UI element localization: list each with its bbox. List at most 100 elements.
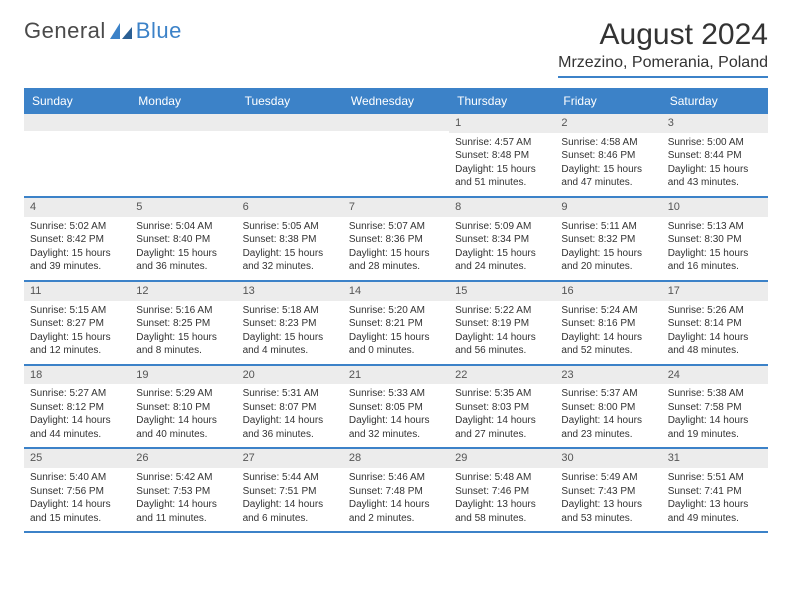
sunrise-text: Sunrise: 5:49 AM [561,471,655,485]
sunset-text: Sunset: 8:38 PM [243,233,337,247]
sunset-text: Sunset: 8:19 PM [455,317,549,331]
day-number: 1 [449,114,555,133]
sunrise-text: Sunrise: 5:15 AM [30,304,124,318]
sunrise-text: Sunrise: 4:58 AM [561,136,655,150]
title-block: August 2024 Mrzezino, Pomerania, Poland [558,18,768,78]
sunrise-text: Sunrise: 5:29 AM [136,387,230,401]
day-details: Sunrise: 5:04 AMSunset: 8:40 PMDaylight:… [130,217,236,280]
calendar-page: General Blue August 2024 Mrzezino, Pomer… [0,0,792,551]
calendar-cell: 30Sunrise: 5:49 AMSunset: 7:43 PMDayligh… [555,449,661,531]
daylight-text: Daylight: 15 hours and 39 minutes. [30,247,124,274]
sunrise-text: Sunrise: 4:57 AM [455,136,549,150]
day-number: 22 [449,366,555,385]
calendar-cell: 16Sunrise: 5:24 AMSunset: 8:16 PMDayligh… [555,282,661,364]
daylight-text: Daylight: 15 hours and 28 minutes. [349,247,443,274]
calendar-cell: 29Sunrise: 5:48 AMSunset: 7:46 PMDayligh… [449,449,555,531]
sunrise-text: Sunrise: 5:37 AM [561,387,655,401]
day-details: Sunrise: 5:20 AMSunset: 8:21 PMDaylight:… [343,301,449,364]
day-details: Sunrise: 5:22 AMSunset: 8:19 PMDaylight:… [449,301,555,364]
header: General Blue August 2024 Mrzezino, Pomer… [24,18,768,78]
calendar-cell: 27Sunrise: 5:44 AMSunset: 7:51 PMDayligh… [237,449,343,531]
sunset-text: Sunset: 8:34 PM [455,233,549,247]
day-details: Sunrise: 5:42 AMSunset: 7:53 PMDaylight:… [130,468,236,531]
sail-icon [108,21,136,41]
day-number: 25 [24,449,130,468]
sunset-text: Sunset: 8:16 PM [561,317,655,331]
day-details: Sunrise: 5:51 AMSunset: 7:41 PMDaylight:… [662,468,768,531]
day-number: 4 [24,198,130,217]
day-number: 21 [343,366,449,385]
sunset-text: Sunset: 7:41 PM [668,485,762,499]
day-details: Sunrise: 5:33 AMSunset: 8:05 PMDaylight:… [343,384,449,447]
calendar-cell [130,114,236,196]
day-number: 5 [130,198,236,217]
sunrise-text: Sunrise: 5:51 AM [668,471,762,485]
day-details: Sunrise: 5:40 AMSunset: 7:56 PMDaylight:… [24,468,130,531]
day-details: Sunrise: 5:48 AMSunset: 7:46 PMDaylight:… [449,468,555,531]
calendar-cell: 11Sunrise: 5:15 AMSunset: 8:27 PMDayligh… [24,282,130,364]
day-details: Sunrise: 5:37 AMSunset: 8:00 PMDaylight:… [555,384,661,447]
calendar-cell: 1Sunrise: 4:57 AMSunset: 8:48 PMDaylight… [449,114,555,196]
calendar-cell: 22Sunrise: 5:35 AMSunset: 8:03 PMDayligh… [449,366,555,448]
day-number: 31 [662,449,768,468]
sunrise-text: Sunrise: 5:40 AM [30,471,124,485]
calendar-cell: 18Sunrise: 5:27 AMSunset: 8:12 PMDayligh… [24,366,130,448]
day-details: Sunrise: 4:57 AMSunset: 8:48 PMDaylight:… [449,133,555,196]
sunset-text: Sunset: 8:12 PM [30,401,124,415]
day-details: Sunrise: 5:00 AMSunset: 8:44 PMDaylight:… [662,133,768,196]
calendar-cell: 8Sunrise: 5:09 AMSunset: 8:34 PMDaylight… [449,198,555,280]
day-details: Sunrise: 5:05 AMSunset: 8:38 PMDaylight:… [237,217,343,280]
day-number: 11 [24,282,130,301]
day-number: 9 [555,198,661,217]
sunset-text: Sunset: 7:46 PM [455,485,549,499]
brand-part2: Blue [136,18,182,44]
sunrise-text: Sunrise: 5:46 AM [349,471,443,485]
sunrise-text: Sunrise: 5:22 AM [455,304,549,318]
daylight-text: Daylight: 14 hours and 11 minutes. [136,498,230,525]
week-row: 11Sunrise: 5:15 AMSunset: 8:27 PMDayligh… [24,282,768,366]
day-number: 18 [24,366,130,385]
calendar-grid: 1Sunrise: 4:57 AMSunset: 8:48 PMDaylight… [24,114,768,533]
sunrise-text: Sunrise: 5:11 AM [561,220,655,234]
day-header-fri: Friday [555,88,661,114]
sunrise-text: Sunrise: 5:02 AM [30,220,124,234]
day-header-sun: Sunday [24,88,130,114]
day-details: Sunrise: 5:13 AMSunset: 8:30 PMDaylight:… [662,217,768,280]
calendar-cell: 6Sunrise: 5:05 AMSunset: 8:38 PMDaylight… [237,198,343,280]
day-details: Sunrise: 5:16 AMSunset: 8:25 PMDaylight:… [130,301,236,364]
sunrise-text: Sunrise: 5:44 AM [243,471,337,485]
calendar-cell: 28Sunrise: 5:46 AMSunset: 7:48 PMDayligh… [343,449,449,531]
calendar-cell: 23Sunrise: 5:37 AMSunset: 8:00 PMDayligh… [555,366,661,448]
daylight-text: Daylight: 14 hours and 2 minutes. [349,498,443,525]
daylight-text: Daylight: 15 hours and 20 minutes. [561,247,655,274]
calendar-cell: 31Sunrise: 5:51 AMSunset: 7:41 PMDayligh… [662,449,768,531]
daylight-text: Daylight: 14 hours and 44 minutes. [30,414,124,441]
sunset-text: Sunset: 7:43 PM [561,485,655,499]
sunrise-text: Sunrise: 5:35 AM [455,387,549,401]
sunrise-text: Sunrise: 5:48 AM [455,471,549,485]
month-title: August 2024 [558,18,768,52]
day-number: 8 [449,198,555,217]
sunrise-text: Sunrise: 5:09 AM [455,220,549,234]
day-number: 29 [449,449,555,468]
day-details: Sunrise: 5:31 AMSunset: 8:07 PMDaylight:… [237,384,343,447]
daylight-text: Daylight: 14 hours and 52 minutes. [561,331,655,358]
day-number: 24 [662,366,768,385]
calendar-cell: 5Sunrise: 5:04 AMSunset: 8:40 PMDaylight… [130,198,236,280]
day-number: 14 [343,282,449,301]
sunrise-text: Sunrise: 5:04 AM [136,220,230,234]
location: Mrzezino, Pomerania, Poland [558,54,768,78]
calendar-cell: 24Sunrise: 5:38 AMSunset: 7:58 PMDayligh… [662,366,768,448]
daylight-text: Daylight: 14 hours and 23 minutes. [561,414,655,441]
sunrise-text: Sunrise: 5:18 AM [243,304,337,318]
day-number: 10 [662,198,768,217]
day-number: 6 [237,198,343,217]
daylight-text: Daylight: 14 hours and 32 minutes. [349,414,443,441]
day-details: Sunrise: 4:58 AMSunset: 8:46 PMDaylight:… [555,133,661,196]
sunrise-text: Sunrise: 5:05 AM [243,220,337,234]
brand-logo: General Blue [24,18,182,44]
day-details: Sunrise: 5:26 AMSunset: 8:14 PMDaylight:… [662,301,768,364]
daylight-text: Daylight: 13 hours and 53 minutes. [561,498,655,525]
brand-part1: General [24,18,106,44]
daylight-text: Daylight: 14 hours and 27 minutes. [455,414,549,441]
